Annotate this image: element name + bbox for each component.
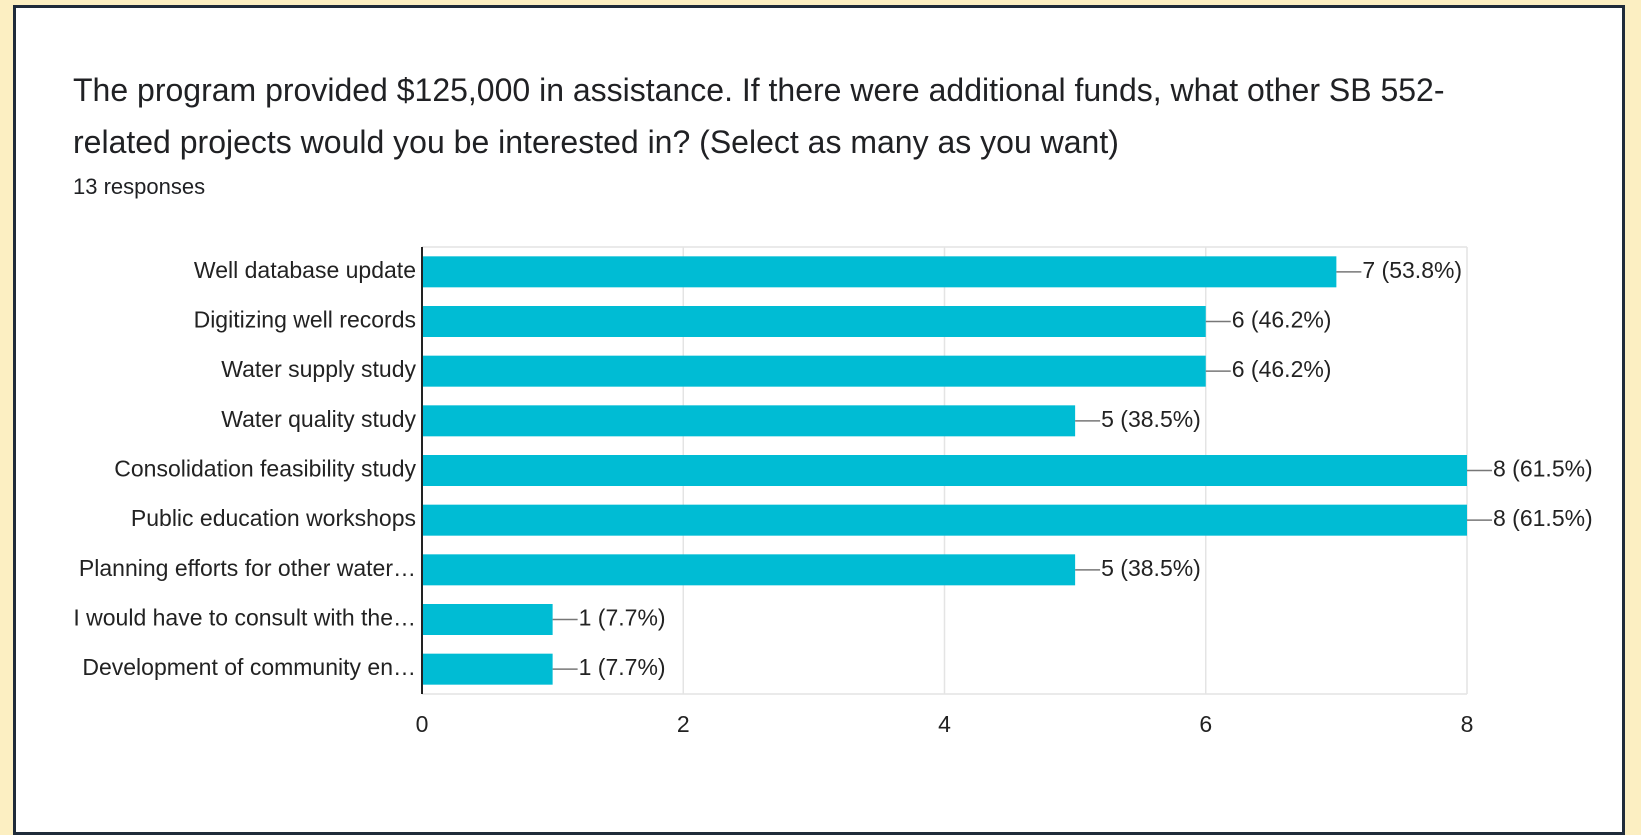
y-tick-label: Well database update (194, 257, 416, 283)
y-tick-label: I would have to consult with the… (73, 605, 416, 631)
value-label: 7 (53.8%) (1362, 257, 1462, 283)
x-tick-label: 0 (416, 711, 429, 737)
y-tick-label: Planning efforts for other water… (79, 555, 416, 581)
value-label: 5 (38.5%) (1101, 555, 1201, 581)
x-tick-label: 4 (938, 711, 951, 737)
bar (422, 504, 1467, 536)
value-label: 6 (46.2%) (1232, 356, 1332, 382)
value-label: 1 (7.7%) (579, 654, 666, 680)
x-tick-label: 6 (1199, 711, 1212, 737)
value-label: 8 (61.5%) (1493, 456, 1593, 482)
value-label: 8 (61.5%) (1493, 505, 1593, 531)
y-tick-label: Water supply study (221, 356, 416, 382)
bar (422, 455, 1467, 486)
bar (422, 405, 1076, 437)
value-label: 1 (7.7%) (579, 605, 666, 631)
chart-card: The program provided $125,000 in assista… (13, 5, 1625, 835)
bar (422, 256, 1337, 288)
response-count: 13 responses (73, 174, 206, 199)
x-tick-label: 2 (677, 711, 690, 737)
value-label: 6 (46.2%) (1232, 307, 1332, 333)
y-tick-label: Public education workshops (131, 505, 416, 531)
y-tick-label: Development of community en… (82, 654, 416, 680)
bar (422, 306, 1206, 337)
bar (422, 355, 1206, 387)
chart-title: The program provided $125,000 in assista… (73, 72, 1445, 160)
y-tick-label: Water quality study (221, 406, 416, 432)
value-label: 5 (38.5%) (1101, 406, 1201, 432)
y-tick-label: Digitizing well records (194, 307, 416, 333)
bar (422, 653, 553, 685)
x-tick-label: 8 (1461, 711, 1474, 737)
y-tick-label: Consolidation feasibility study (114, 456, 416, 482)
bar (422, 554, 1076, 586)
bar (422, 604, 553, 635)
